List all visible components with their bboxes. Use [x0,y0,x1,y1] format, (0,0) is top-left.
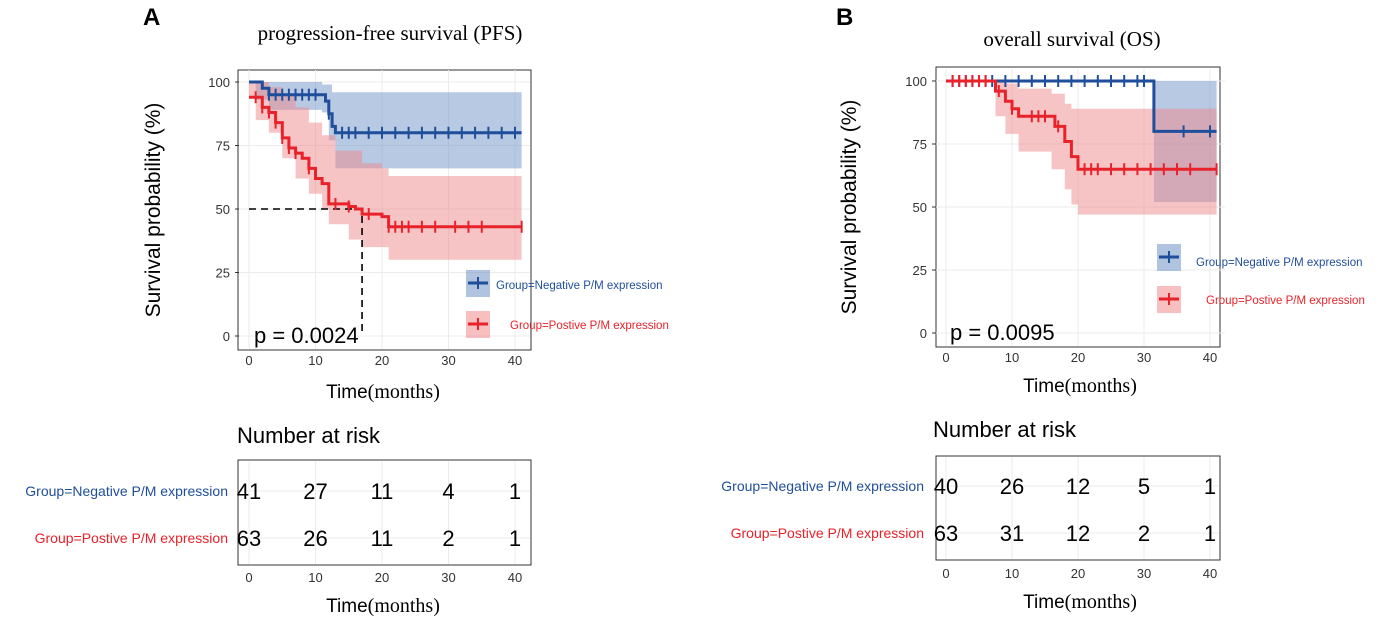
panel-b-positive-confidence-band [946,81,1217,215]
panel-b-x-tick-label: 20 [1071,350,1085,365]
panel-a-risk-value: 41 [237,479,261,504]
panel-a-label: A [143,4,160,31]
panel-a-x-tick-label: 30 [441,353,455,368]
panel-b-risk-value: 2 [1138,521,1150,546]
panel-b-risk-value: 40 [934,474,958,499]
legend-negative-label: Group=Negative P/M expression [496,280,663,292]
panel-a-negative-survival-curve [249,80,522,135]
panel-b-y-tick-label: 0 [920,326,927,341]
panel-a-positive-confidence-band [249,82,522,260]
panel-b-negative-survival-curve [946,79,1217,133]
panel-a-risk-x-tick-label: 20 [375,570,389,585]
panel-a-x-axis-label: Time(months) [326,381,440,403]
panel-b-risk-x-axis-label-prefix: Time [1023,592,1065,613]
panel-a-risk-x-axis-label-suffix: (months) [368,595,440,617]
panel-a-y-axis-label: Survival probability (%) [142,103,165,318]
panel-b-x-axis-label: Time(months) [1023,375,1137,397]
panel-a-x-tick-label: 10 [308,353,322,368]
panel-a-y-tick-label: 0 [223,329,230,344]
panel-a-risk-value: 4 [442,479,454,504]
panel-b-y-tick-label: 25 [913,263,927,278]
panel-a-risk-x-tick-label: 40 [508,570,522,585]
panel-a-risk-frame [237,459,532,566]
panel-b-x-axis-label-prefix: Time [1023,376,1065,397]
panel-a-x-tick-label: 20 [375,353,389,368]
panel-a-risk-value: 26 [303,526,327,551]
panel-b-risk-value: 63 [934,521,958,546]
panel-b-plot-area: 0 25 50 75 100 0 10 20 30 40 [905,69,1225,365]
panel-a-negative-confidence-band [249,82,522,169]
panel-a: A progression-free survival (PFS) 0 25 50 7… [25,4,669,617]
panel-a-x-tick-label: 0 [245,353,252,368]
panel-a-x-axis-label-prefix: Time [326,382,368,403]
panel-b-y-tick-label: 75 [913,137,927,152]
panel-a-risk-x-tick-label: 0 [245,570,252,585]
panel-b-risk-value: 26 [1000,474,1024,499]
panel-a-risk-x-tick-label: 10 [308,570,322,585]
panel-b-risk-title: Number at risk [933,417,1077,442]
panel-b-title: overall survival (OS) [983,27,1160,51]
panel-b-y-axis-label: Survival probability (%) [838,100,861,315]
panel-a-risk-value: 1 [509,526,521,551]
panel-b-x-tick-label: 0 [942,350,949,365]
panel-b-risk-value: 31 [1000,521,1024,546]
panel-b-risk-x-tick-label: 10 [1005,566,1019,581]
panel-a-y-tick-label: 100 [208,75,230,90]
panel-b-y-tick-label: 100 [905,74,927,89]
panel-a-x-tick-label: 40 [508,353,522,368]
panel-b-risk-row-label: Group=Negative P/M expression [721,478,924,494]
panel-b-risk-row-label: Group=Postive P/M expression [731,525,924,541]
panel-a-legend: Group=Negative P/M expression Group=Post… [466,270,669,338]
panel-a-risk-value: 63 [237,526,261,551]
panel-a-y-tick-label: 50 [216,202,230,217]
panel-b-risk-x-axis-label-suffix: (months) [1065,591,1137,613]
panel-b-x-tick-label: 30 [1137,350,1151,365]
panel-a-risk-value: 11 [371,479,394,504]
legend-positive-label: Group=Postive P/M expression [510,320,669,332]
panel-a-risk-title: Number at risk [237,423,381,448]
panel-a-y-tick-label: 25 [216,266,230,281]
panel-b-x-axis-label-suffix: (months) [1065,375,1137,397]
panel-a-title: progression-free survival (PFS) [258,21,523,45]
panel-b-positive-survival-curve [946,79,1217,171]
panel-b-risk-table: 0 10 20 30 40 Group=Negative P/M expression 40… [721,457,1219,581]
panel-a-risk-x-axis-label: Time(months) [326,595,440,617]
panel-b-risk-value: 1 [1204,474,1216,499]
panel-a-risk-row-label: Group=Postive P/M expression [35,530,228,546]
panel-a-y-tick-label: 75 [216,139,230,154]
panel-b-x-tick-label: 40 [1203,350,1217,365]
panel-a-risk-value: 2 [442,526,454,551]
panel-a-risk-x-axis-label-prefix: Time [326,596,368,617]
panel-a-risk-value: 11 [371,526,394,551]
panel-b-risk-x-tick-label: 30 [1137,566,1151,581]
legend-positive-label: Group=Postive P/M expression [1206,295,1365,307]
panel-b-risk-value: 12 [1066,521,1090,546]
panel-b-risk-x-tick-label: 0 [942,566,949,581]
panel-b-y-tick-label: 50 [913,200,927,215]
panel-b-risk-x-tick-label: 40 [1203,566,1217,581]
legend-negative-label: Group=Negative P/M expression [1196,257,1363,269]
panel-b-x-tick-label: 10 [1005,350,1019,365]
panel-b-legend: Group=Negative P/M expression Group=Post… [1157,244,1365,313]
panel-a-risk-value: 27 [303,479,327,504]
panel-b-risk-x-tick-label: 20 [1071,566,1085,581]
panel-b-risk-value: 12 [1066,474,1090,499]
panel-a-risk-row-label: Group=Negative P/M expression [25,483,228,499]
panel-a-risk-value: 1 [509,479,521,504]
panel-a-x-axis-label-suffix: (months) [368,381,440,403]
panel-b-p-value: p = 0.0095 [950,320,1055,345]
panel-a-risk-x-tick-label: 30 [441,570,455,585]
panel-b-risk-value: 1 [1204,521,1216,546]
panel-b-risk-x-axis-label: Time(months) [1023,591,1137,613]
panel-a-p-value: p = 0.0024 [254,323,359,348]
panel-b-label: B [836,4,853,31]
panel-b-risk-value: 5 [1138,474,1150,499]
